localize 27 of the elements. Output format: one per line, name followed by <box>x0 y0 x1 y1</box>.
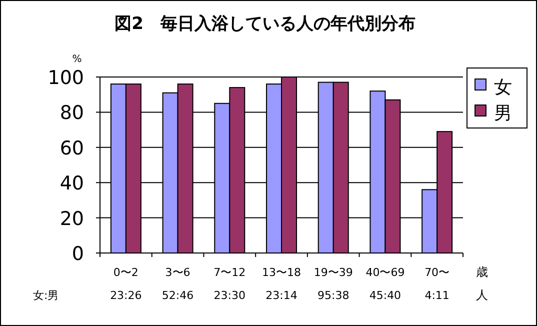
x-tick-label: 40〜69 <box>366 266 405 279</box>
y-tick-label: 80 <box>60 102 84 124</box>
y-tick-label: 100 <box>48 67 84 89</box>
text: 女:男 <box>33 289 59 302</box>
y-axis-title: % <box>72 54 82 65</box>
text: 23:14 <box>266 289 298 302</box>
legend-label: 女 <box>494 77 512 98</box>
legend-label: 男 <box>494 103 512 124</box>
x-tick-label: 19〜39 <box>314 266 353 279</box>
text: 人 <box>476 288 488 302</box>
x-tick-label: 3〜6 <box>165 266 190 279</box>
text: 52:46 <box>162 289 194 302</box>
text: 4:11 <box>424 289 450 302</box>
text: 23:26 <box>110 289 142 302</box>
y-tick-label: 60 <box>60 137 84 160</box>
text: 23:30 <box>214 289 246 302</box>
text: 45:40 <box>369 289 402 302</box>
x-axis-title: 歳 <box>476 265 488 279</box>
x-tick-label: 70〜 <box>424 266 450 279</box>
x-tick-label: 0〜2 <box>113 266 138 279</box>
chart-title: 図2 毎日入浴している人の年代別分布 <box>114 14 416 34</box>
x-tick-label: 7〜12 <box>214 266 246 279</box>
text: 95:38 <box>318 289 350 302</box>
x-tick-label: 13〜18 <box>262 266 301 279</box>
y-tick-label: 40 <box>60 172 84 195</box>
y-tick-label: 20 <box>60 208 84 230</box>
y-tick-label: 0 <box>72 243 84 265</box>
